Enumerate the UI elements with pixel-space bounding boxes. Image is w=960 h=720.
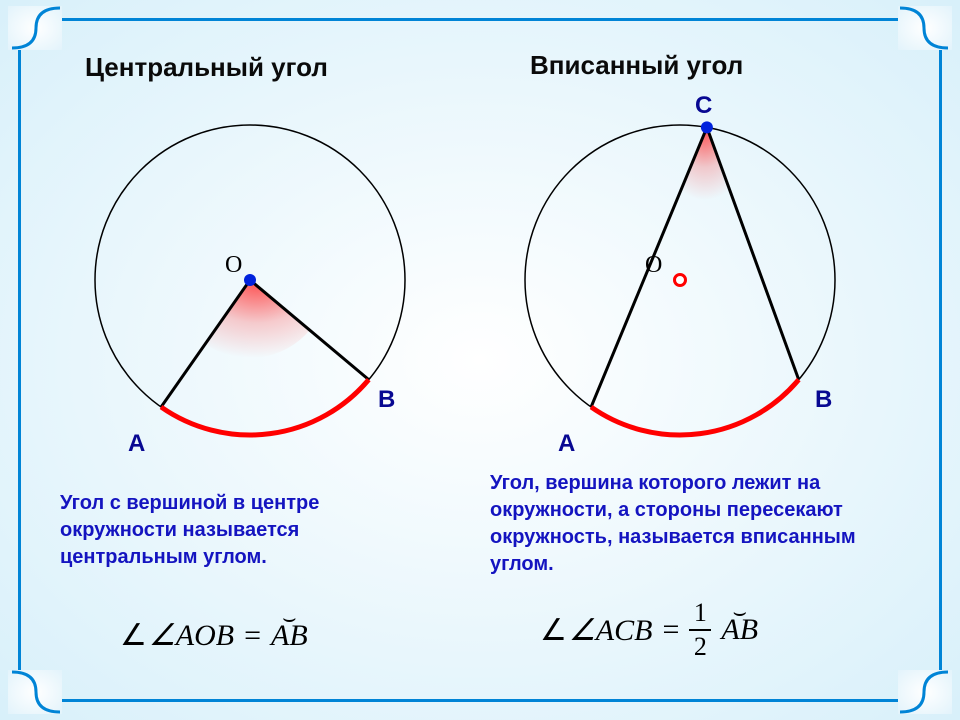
fraction-den: 2 (694, 634, 707, 660)
right-formula: ∠∠ACB = 1 2 ⌣ AB (540, 600, 758, 660)
formula-text: ∠ACB (569, 613, 653, 648)
equals-icon: = (244, 619, 261, 653)
left-desc-line: окружности называется (60, 517, 319, 544)
right-center-dot (675, 275, 686, 286)
fraction-bar-icon (689, 629, 711, 631)
right-vertex-dot (701, 121, 713, 133)
arc-symbol-icon: ⌣ (282, 605, 296, 631)
right-desc-line: окружности, а стороны пересекают (490, 497, 856, 524)
right-desc-line: Угол, вершина которого лежит на (490, 470, 856, 497)
equals-icon: = (662, 613, 679, 647)
page: Центральный угол Вписанный угол О (0, 0, 960, 720)
right-angle-glow (681, 127, 730, 200)
right-description: Угол, вершина которого лежит на окружнос… (490, 470, 856, 578)
left-desc-line: Угол с вершиной в центре (60, 490, 319, 517)
fraction-num: 1 (694, 600, 707, 626)
formula-text: ∠AOB (149, 618, 234, 653)
right-label-a: А (558, 430, 575, 458)
corner-bracket-icon (898, 670, 952, 714)
angle-symbol-icon: ∠ (120, 618, 147, 653)
right-label-o: О (645, 252, 662, 279)
right-label-c: С (695, 92, 712, 120)
right-label-b: В (815, 386, 832, 414)
angle-symbol-icon: ∠ (540, 613, 567, 648)
left-desc-line: центральным углом. (60, 544, 319, 571)
left-description: Угол с вершиной в центре окружности назы… (60, 490, 319, 571)
fraction: 1 2 (689, 600, 711, 660)
arc-symbol-icon: ⌣ (732, 599, 746, 625)
corner-bracket-icon (8, 670, 62, 714)
right-desc-line: окружность, называется вписанным (490, 524, 856, 551)
right-arc-ab (591, 380, 799, 435)
left-formula: ∠∠AOB = ⌣ AB (120, 618, 308, 653)
right-desc-line: углом. (490, 551, 856, 578)
